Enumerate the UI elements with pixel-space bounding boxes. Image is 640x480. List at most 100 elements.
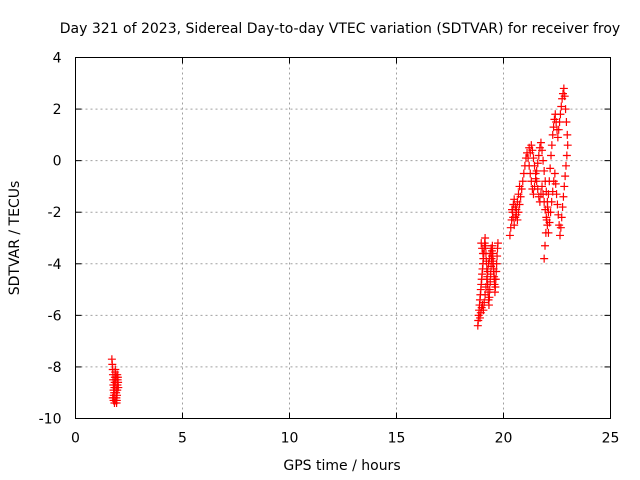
data-point bbox=[529, 190, 538, 199]
data-point bbox=[114, 383, 123, 392]
data-point bbox=[561, 105, 570, 114]
x-tick-label: 10 bbox=[281, 431, 299, 447]
data-point bbox=[530, 161, 539, 170]
data-point bbox=[481, 282, 490, 291]
data-point bbox=[555, 231, 564, 240]
x-axis-label: GPS time / hours bbox=[283, 458, 400, 474]
data-point bbox=[514, 190, 523, 199]
data-point bbox=[512, 205, 521, 214]
data-point bbox=[534, 151, 543, 160]
data-point bbox=[562, 151, 571, 160]
data-point bbox=[554, 125, 563, 134]
data-point bbox=[536, 138, 545, 147]
data-point bbox=[547, 151, 556, 160]
data-point bbox=[542, 213, 551, 222]
data-point bbox=[491, 282, 500, 291]
data-point bbox=[527, 141, 536, 150]
data-point bbox=[538, 146, 547, 155]
grid bbox=[75, 57, 611, 419]
data-marks bbox=[107, 84, 572, 408]
data-point bbox=[511, 213, 520, 222]
data-point bbox=[538, 182, 547, 191]
y-tick-label: -6 bbox=[48, 308, 62, 324]
data-point bbox=[540, 254, 549, 263]
x-tick-label: 15 bbox=[388, 431, 406, 447]
data-point bbox=[560, 182, 569, 191]
data-point bbox=[553, 133, 562, 142]
data-point bbox=[513, 197, 522, 206]
data-point bbox=[487, 252, 496, 261]
data-point bbox=[549, 177, 558, 186]
data-point bbox=[531, 169, 540, 178]
data-point bbox=[558, 203, 567, 212]
y-tick-label: 4 bbox=[53, 51, 62, 67]
data-point bbox=[539, 156, 548, 165]
data-point bbox=[557, 102, 566, 111]
data-point bbox=[539, 190, 548, 199]
data-point bbox=[548, 130, 557, 139]
plot-frame bbox=[75, 57, 611, 419]
data-point bbox=[561, 161, 570, 170]
data-point bbox=[487, 244, 496, 253]
data-point bbox=[562, 117, 571, 126]
data-point bbox=[481, 234, 490, 242]
data-point bbox=[540, 166, 549, 175]
data-point bbox=[478, 244, 487, 253]
data-point bbox=[559, 192, 568, 201]
data-point bbox=[553, 200, 562, 209]
x-tick-label: 5 bbox=[178, 431, 187, 447]
x-tick-label: 0 bbox=[71, 431, 80, 447]
data-point bbox=[505, 231, 514, 240]
data-point bbox=[518, 177, 527, 186]
data-point bbox=[563, 141, 572, 150]
y-tick-label: -4 bbox=[48, 257, 62, 273]
data-point bbox=[493, 239, 502, 248]
data-point bbox=[547, 197, 556, 206]
data-point bbox=[556, 110, 565, 119]
data-point bbox=[546, 164, 555, 173]
data-point bbox=[559, 84, 568, 93]
data-point bbox=[528, 146, 537, 155]
data-point bbox=[510, 221, 519, 230]
data-point bbox=[554, 210, 563, 219]
y-axis-label: SDTVAR / TECUs bbox=[7, 181, 23, 296]
y-tick-label: -2 bbox=[48, 205, 62, 221]
data-point bbox=[545, 218, 554, 227]
data-point bbox=[561, 172, 570, 181]
y-tick-label: -8 bbox=[48, 360, 62, 376]
data-point bbox=[482, 275, 491, 284]
data-point bbox=[560, 92, 569, 101]
data-point bbox=[478, 249, 487, 258]
data-point bbox=[541, 241, 550, 250]
data-point bbox=[547, 141, 556, 150]
data-point bbox=[475, 313, 484, 322]
x-tick-label: 20 bbox=[495, 431, 513, 447]
y-tick-label: 0 bbox=[53, 154, 62, 170]
data-point bbox=[550, 169, 559, 178]
data-point bbox=[489, 267, 498, 276]
data-point bbox=[476, 308, 485, 317]
data-point bbox=[533, 185, 542, 194]
data-point bbox=[544, 228, 553, 237]
data-point bbox=[540, 197, 549, 206]
data-point bbox=[541, 205, 550, 214]
data-point bbox=[485, 293, 494, 302]
data-point bbox=[490, 275, 499, 284]
data-point bbox=[477, 303, 486, 312]
data-point bbox=[480, 298, 489, 307]
y-tick-label: 2 bbox=[53, 102, 62, 118]
data-point bbox=[515, 182, 524, 191]
x-tick-label: 25 bbox=[602, 431, 620, 447]
data-point bbox=[532, 177, 541, 186]
data-point bbox=[488, 259, 497, 268]
axis-ticks: 0 5 10 15 20 25 -10 -8 -6 -4 -2 0 2 4 bbox=[39, 51, 620, 447]
data-point bbox=[111, 396, 120, 405]
data-point bbox=[529, 154, 538, 163]
data-point bbox=[113, 370, 122, 379]
data-point bbox=[546, 208, 555, 217]
chart-title: Day 321 of 2023, Sidereal Day-to-day VTE… bbox=[60, 21, 620, 37]
data-point bbox=[555, 221, 564, 230]
data-point bbox=[563, 130, 572, 139]
data-point bbox=[477, 239, 486, 248]
